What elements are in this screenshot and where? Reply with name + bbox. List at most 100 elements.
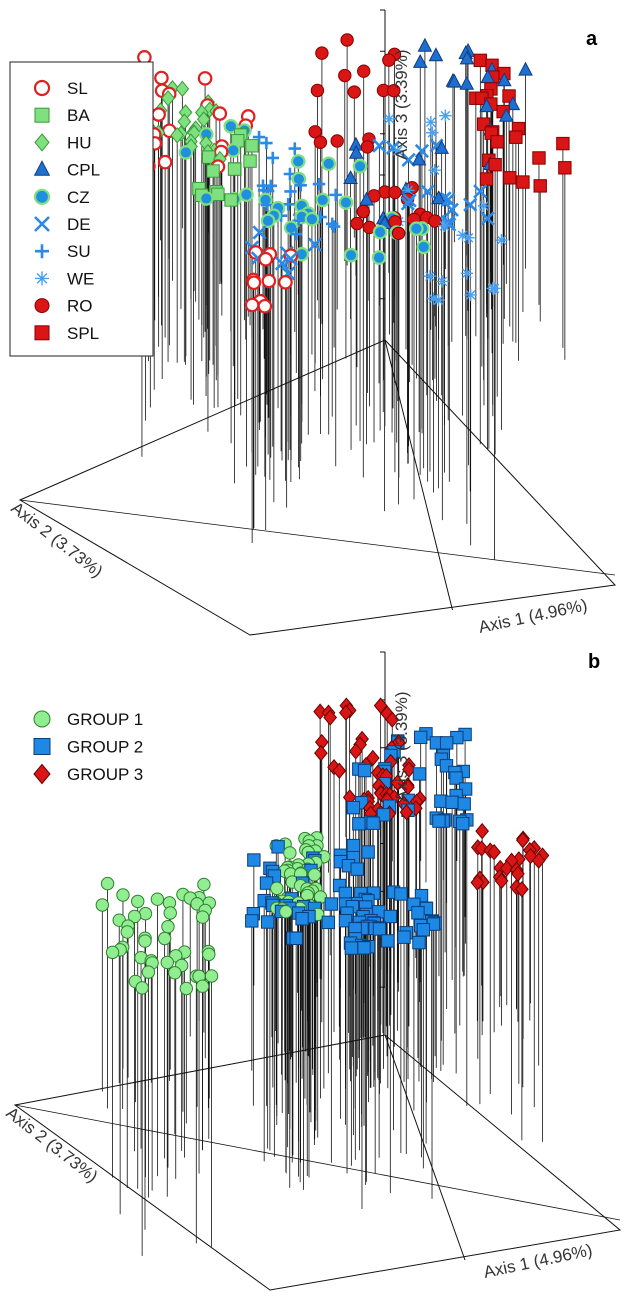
point-we xyxy=(488,282,501,295)
point-group-2 xyxy=(366,816,380,830)
point-spl xyxy=(473,53,488,68)
point-ba xyxy=(243,154,257,168)
point-we xyxy=(495,233,508,247)
point-ro xyxy=(428,214,442,228)
point-group-2 xyxy=(456,816,470,831)
point-we xyxy=(477,199,491,213)
point-sl xyxy=(197,71,213,86)
point-group-1 xyxy=(197,877,211,892)
point-cz xyxy=(178,145,194,160)
point-group-1 xyxy=(157,931,172,946)
point-group-3 xyxy=(399,803,414,821)
point-group-3 xyxy=(323,709,338,726)
point-group-1 xyxy=(135,981,149,995)
legend-label: GROUP 2 xyxy=(67,738,143,757)
point-group-2 xyxy=(394,887,408,901)
legend-marker-su xyxy=(35,244,49,259)
point-we xyxy=(436,275,449,288)
point-cz xyxy=(338,195,354,210)
point-cz xyxy=(290,154,306,169)
point-sl xyxy=(212,106,228,121)
point-group-2 xyxy=(295,912,309,926)
point-su xyxy=(266,151,279,165)
point-group-2 xyxy=(434,794,448,808)
point-group-2 xyxy=(416,923,431,937)
point-group-2 xyxy=(412,767,427,781)
point-cpl xyxy=(417,37,433,52)
point-su xyxy=(312,177,326,191)
point-cz xyxy=(291,171,307,187)
point-group-2 xyxy=(346,800,360,815)
point-we xyxy=(426,126,439,139)
floor-axis-line xyxy=(14,1104,621,1221)
point-group-1 xyxy=(131,894,145,909)
legend-label: HU xyxy=(67,133,92,152)
point-group-2 xyxy=(397,930,411,944)
legend: GROUP 1 GROUP 2 GROUP 3 xyxy=(33,710,143,785)
point-cpl xyxy=(348,144,364,159)
floor-axis-line xyxy=(19,499,616,576)
point-su xyxy=(288,142,301,155)
point-group-3 xyxy=(402,761,416,778)
point-group-2 xyxy=(449,771,463,785)
points xyxy=(95,697,550,996)
legend-marker-we xyxy=(35,271,49,286)
point-group-2 xyxy=(432,814,446,828)
point-cpl xyxy=(431,190,446,205)
point-cz xyxy=(409,221,424,237)
point-cpl xyxy=(498,107,514,122)
point-group-3 xyxy=(313,703,327,720)
point-we xyxy=(456,229,469,242)
point-group-2 xyxy=(289,931,303,946)
point-group-1 xyxy=(141,965,156,979)
point-spl xyxy=(479,172,494,186)
point-sl xyxy=(154,70,169,86)
point-group-3 xyxy=(470,874,485,891)
point-cpl xyxy=(428,47,444,62)
legend-label: DE xyxy=(67,215,91,234)
legend-marker-group-3 xyxy=(33,763,51,785)
point-cpl xyxy=(479,98,494,113)
point-su xyxy=(290,227,303,241)
point-cpl xyxy=(459,50,475,65)
point-cpl xyxy=(518,61,533,76)
point-we xyxy=(438,219,451,233)
legend-label: BA xyxy=(67,106,90,125)
point-cz xyxy=(352,159,368,174)
point-group-1 xyxy=(270,881,284,896)
point-cpl xyxy=(446,73,462,88)
point-de xyxy=(441,192,456,207)
point-group-1 xyxy=(163,906,177,920)
point-group-2 xyxy=(352,817,366,831)
point-ro xyxy=(330,134,344,148)
point-group-1 xyxy=(283,846,297,860)
point-sl xyxy=(257,298,273,314)
point-de xyxy=(480,211,495,226)
point-su xyxy=(252,130,266,144)
point-cz xyxy=(239,187,254,202)
point-ro xyxy=(387,83,401,98)
point-ro xyxy=(310,83,325,98)
point-group-2 xyxy=(445,795,459,809)
point-we xyxy=(424,115,438,129)
point-group-2 xyxy=(381,934,395,948)
point-group-1 xyxy=(95,898,110,912)
legend-marker-sl xyxy=(33,79,51,97)
legend-marker-cpl xyxy=(33,160,51,176)
legend-label: WE xyxy=(67,269,94,288)
legend-marker-de xyxy=(34,216,50,232)
point-group-3 xyxy=(474,840,489,857)
point-group-3 xyxy=(338,704,353,721)
point-su xyxy=(260,136,273,150)
point-ro xyxy=(315,46,329,60)
legend-label: CPL xyxy=(67,161,100,180)
legend-label: RO xyxy=(67,297,93,316)
legend-marker-hu xyxy=(34,133,50,152)
point-de xyxy=(307,237,323,252)
point-group-1 xyxy=(160,955,174,970)
legend-marker-ro xyxy=(34,298,50,314)
scatter-3d-chart-a: Axis 3 (3.39%)Axis 1 (4.96%)Axis 2 (3.73… xyxy=(8,9,617,637)
point-group-2 xyxy=(439,736,454,750)
point-group-2 xyxy=(457,797,471,811)
legend-label: CZ xyxy=(67,188,90,207)
